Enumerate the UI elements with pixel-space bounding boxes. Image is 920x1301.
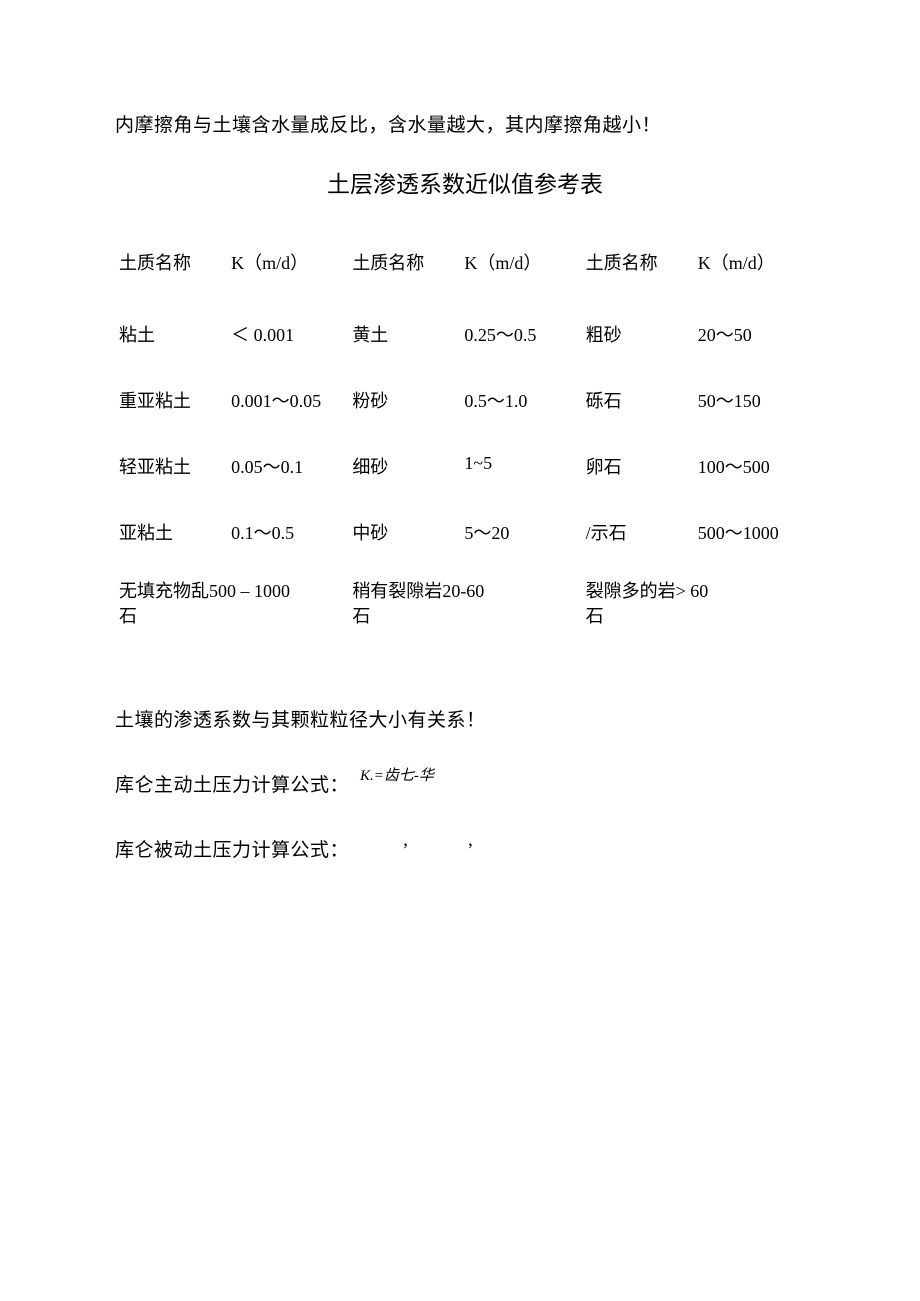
table-row-merged: 无填充物乱500 – 1000 石 稍有裂隙岩20-60 石 裂隙多的岩> 60… bbox=[115, 565, 815, 643]
col-header-k-3: K（m/d） bbox=[694, 243, 815, 301]
cell-merged-2: 稍有裂隙岩20-60 石 bbox=[348, 565, 581, 643]
cell-name: 重亚粘土 bbox=[115, 367, 227, 433]
cell-k: 20～50 bbox=[694, 301, 815, 367]
cell-k: 50～150 bbox=[694, 367, 815, 433]
cell-name: 粗砂 bbox=[582, 301, 694, 367]
table-row: 亚粘土 0.1～0.5 中砂 5～20 /示石 500～1000 bbox=[115, 499, 815, 565]
formula-float-span: K.=齿七-华 bbox=[360, 768, 434, 784]
cell-k: 100～500 bbox=[694, 433, 815, 499]
cell-k: 0.1～0.5 bbox=[227, 499, 348, 565]
cell-name: 亚粘土 bbox=[115, 499, 227, 565]
cell-name: 粘土 bbox=[115, 301, 227, 367]
cell-name: 黄土 bbox=[348, 301, 460, 367]
cell-text: 60 bbox=[690, 581, 708, 601]
cell-k: 1~5 bbox=[460, 433, 581, 499]
cell-name: /示石 bbox=[582, 499, 694, 565]
cell-k: ＜ 0.001 bbox=[227, 301, 348, 367]
cell-k: 0.001～0.05 bbox=[227, 367, 348, 433]
col-header-name-2: 土质名称 bbox=[348, 243, 460, 301]
col-header-k-2: K（m/d） bbox=[460, 243, 581, 301]
cell-name: 细砂 bbox=[348, 433, 460, 499]
permeability-table: 土质名称 K（m/d） 土质名称 K（m/d） 土质名称 K（m/d） 粘土 ＜… bbox=[115, 243, 815, 643]
cell-text: 500 – 1000 bbox=[209, 581, 290, 601]
cell-k: 5～20 bbox=[460, 499, 581, 565]
cell-text: 20-60 bbox=[442, 581, 484, 601]
cell-name: 中砂 bbox=[348, 499, 460, 565]
cell-text: 石 bbox=[119, 606, 137, 626]
col-header-k-1: K（m/d） bbox=[227, 243, 348, 301]
table-row: 重亚粘土 0.001～0.05 粉砂 0.5～1.0 砾石 50～150 bbox=[115, 367, 815, 433]
cell-k: 0.25～0.5 bbox=[460, 301, 581, 367]
col-header-name-3: 土质名称 bbox=[582, 243, 694, 301]
cell-k: 0.05～0.1 bbox=[227, 433, 348, 499]
table-row: 粘土 ＜ 0.001 黄土 0.25～0.5 粗砂 20～50 bbox=[115, 301, 815, 367]
formula-passive-label: 库仑被动土压力计算公式： bbox=[115, 840, 349, 861]
formula-commas: ’’ bbox=[402, 840, 533, 862]
table-title: 土层渗透系数近似值参考表 bbox=[115, 165, 815, 199]
cell-text: 稍有裂隙岩 bbox=[352, 581, 442, 601]
formula-block: K.=齿七-华 库仑主动土压力计算公式： 库仑被动土压力计算公式： ’’ bbox=[115, 770, 815, 862]
document-page: 内摩擦角与土壤含水量成反比，含水量越大，其内摩擦角越小！ 土层渗透系数近似值参考… bbox=[0, 0, 920, 1301]
cell-text: 石 bbox=[586, 606, 604, 626]
formula-float-text: K.=齿七-华 bbox=[360, 764, 434, 785]
cell-text: 无填充物乱 bbox=[119, 581, 209, 601]
note-paragraph: 土壤的渗透系数与其颗粒粒径大小有关系！ bbox=[115, 705, 815, 732]
cell-name: 砾石 bbox=[582, 367, 694, 433]
cell-merged-1: 无填充物乱500 – 1000 石 bbox=[115, 565, 348, 643]
table-header-row: 土质名称 K（m/d） 土质名称 K（m/d） 土质名称 K（m/d） bbox=[115, 243, 815, 301]
cell-name: 粉砂 bbox=[348, 367, 460, 433]
col-header-name-1: 土质名称 bbox=[115, 243, 227, 301]
formula-passive-line: 库仑被动土压力计算公式： ’’ bbox=[115, 835, 815, 862]
cell-k: 0.5～1.0 bbox=[460, 367, 581, 433]
cell-name: 轻亚粘土 bbox=[115, 433, 227, 499]
table-row: 轻亚粘土 0.05～0.1 细砂 1~5 卵石 100～500 bbox=[115, 433, 815, 499]
cell-name: 卵石 bbox=[582, 433, 694, 499]
cell-text: 裂隙多的岩> bbox=[586, 581, 686, 601]
cell-merged-3: 裂隙多的岩> 60 石 bbox=[582, 565, 815, 643]
formula-active-label: 库仑主动土压力计算公式： bbox=[115, 770, 815, 797]
cell-k: 500～1000 bbox=[694, 499, 815, 565]
intro-paragraph: 内摩擦角与土壤含水量成反比，含水量越大，其内摩擦角越小！ bbox=[115, 110, 815, 137]
cell-text: 石 bbox=[352, 606, 370, 626]
